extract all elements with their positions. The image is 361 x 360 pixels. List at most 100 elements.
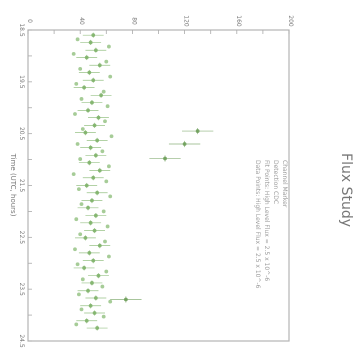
data-point: [97, 63, 102, 68]
data-point: [79, 307, 84, 312]
data-point: [74, 82, 79, 86]
data-point: [92, 123, 97, 128]
data-point: [84, 183, 89, 188]
data-point: [83, 130, 88, 135]
y-tick-label: 0: [26, 19, 33, 23]
data-point: [78, 232, 83, 237]
data-point: [92, 228, 97, 233]
plot-frame: [27, 29, 290, 342]
data-point: [71, 172, 76, 176]
data-point: [93, 296, 98, 300]
data-point: [92, 311, 97, 315]
data-point: [100, 284, 105, 289]
data-point: [90, 281, 94, 285]
y-tick-label: 160: [235, 15, 242, 27]
data-point: [97, 168, 102, 173]
data-point: [91, 258, 96, 263]
data-point: [73, 112, 77, 116]
x-tick-label: 19.5: [18, 75, 25, 89]
data-point: [87, 160, 92, 165]
x-axis-label: Time (UTC, hours): [9, 153, 17, 217]
x-tick-label: 21.5: [18, 179, 25, 193]
data-point: [107, 44, 111, 49]
legend-entry: Channel Marker: [281, 160, 288, 208]
data-point: [195, 129, 200, 133]
data-point: [73, 247, 77, 252]
data-point: [101, 314, 106, 319]
data-point: [78, 157, 83, 161]
data-point: [108, 194, 113, 199]
data-point: [101, 209, 106, 214]
legend-entry: Data Points: High Level Flux = 2.5 x 10^…: [254, 160, 261, 289]
y-tick-label: 80: [130, 17, 137, 25]
data-point: [80, 277, 85, 282]
chart-title: Flux Study: [338, 153, 354, 227]
data-point: [107, 164, 111, 169]
data-point: [182, 142, 187, 146]
data-point: [93, 153, 98, 158]
data-point: [95, 138, 100, 143]
data-point: [87, 70, 92, 75]
data-point: [101, 89, 106, 94]
data-point: [88, 40, 93, 45]
data-point: [80, 127, 85, 131]
data-point: [105, 224, 110, 229]
legend: Data Points: High Level Flux = 2.5 x 10^…: [254, 160, 288, 289]
data-point: [163, 156, 167, 161]
data-point: [74, 217, 79, 222]
data-point: [93, 213, 98, 218]
data-point: [105, 104, 110, 109]
data-point: [88, 220, 93, 225]
data-point: [99, 93, 103, 98]
x-tick-label: 23.5: [18, 282, 25, 296]
data-point: [96, 273, 101, 278]
data-point: [95, 326, 100, 330]
data-point: [109, 134, 114, 139]
data-point: [86, 288, 90, 293]
y-tick-label: 120: [183, 15, 190, 27]
data-point: [95, 190, 100, 195]
data-point: [88, 145, 93, 150]
data-point: [83, 235, 88, 240]
data-point: [76, 187, 81, 192]
data-point: [86, 205, 90, 210]
data-point: [103, 119, 107, 124]
data-point: [96, 115, 101, 120]
data-point: [79, 202, 84, 207]
data-point: [86, 108, 90, 113]
data-point: [91, 33, 96, 38]
data-point: [84, 55, 89, 60]
data-point: [75, 262, 80, 267]
data-point: [82, 85, 87, 90]
data-point: [123, 297, 128, 302]
data-point: [100, 149, 105, 154]
legend-entry: Detection CDC: [272, 160, 279, 204]
data-marks: [71, 32, 214, 331]
data-point: [75, 37, 80, 42]
data-point: [74, 322, 79, 327]
y-axis-ticks: 0 40 80 120 160 200: [26, 15, 294, 34]
data-point: [75, 142, 80, 146]
x-tick-label: 18.5: [18, 23, 25, 37]
data-point: [79, 97, 84, 101]
data-point: [108, 299, 113, 304]
data-point: [90, 198, 94, 203]
data-point: [104, 269, 109, 274]
data-point: [76, 292, 81, 297]
legend-entry: Fit Points: High Level Flux = 2.5 x 10^-…: [263, 160, 270, 281]
data-point: [104, 179, 109, 184]
data-point: [93, 48, 98, 53]
data-point: [87, 250, 92, 255]
data-point: [91, 78, 96, 83]
x-tick-label: 24.5: [18, 334, 25, 348]
x-tick-label: 20.5: [18, 127, 25, 141]
data-point: [82, 266, 87, 270]
x-tick-label: 22.5: [18, 231, 25, 245]
data-point: [91, 175, 96, 180]
y-tick-label: 200: [287, 15, 294, 27]
data-point: [107, 254, 111, 259]
data-point: [84, 318, 89, 323]
data-point: [104, 59, 109, 64]
data-point: [88, 303, 93, 308]
